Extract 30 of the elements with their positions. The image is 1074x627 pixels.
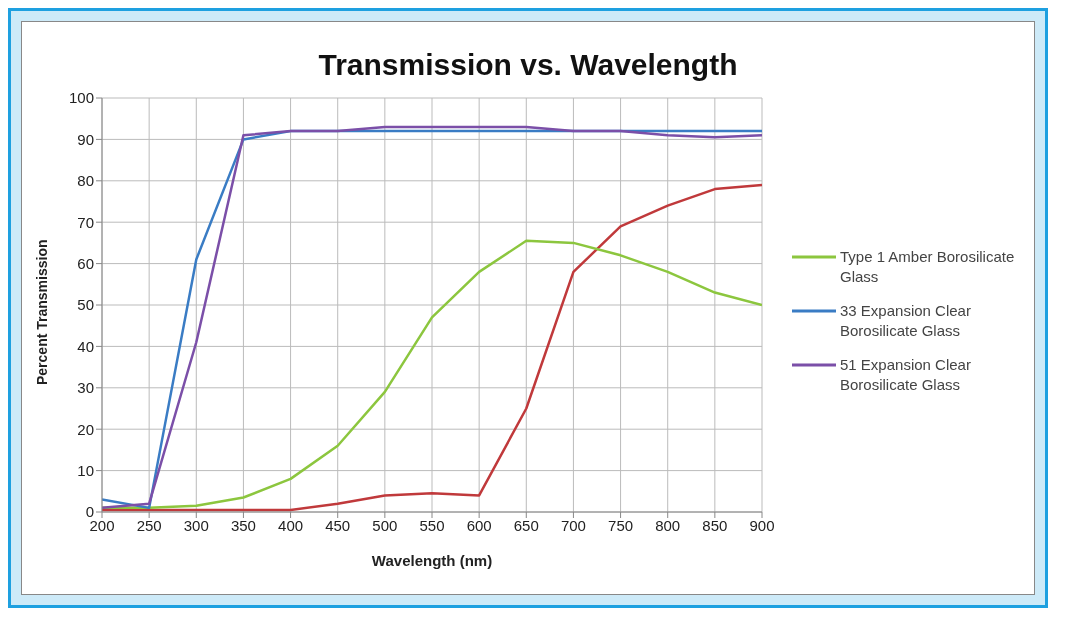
y-axis-title: Percent Transmission — [33, 239, 50, 385]
y-tick-label: 10 — [77, 461, 94, 479]
legend-label: 33 Expansion Clear Borosilicate Glass — [840, 301, 972, 341]
x-tick-label: 700 — [560, 516, 586, 534]
x-tick-label: 300 — [183, 516, 209, 534]
x-tick-label: 900 — [749, 516, 775, 534]
chart-title: Transmission vs. Wavelength — [317, 47, 739, 81]
x-tick-label: 400 — [278, 516, 304, 534]
y-tick-label: 20 — [77, 420, 94, 438]
y-tick-label: 60 — [77, 254, 94, 272]
y-tick-label: 100 — [68, 89, 94, 107]
y-tick-label: 30 — [77, 379, 94, 397]
y-tick-label: 90 — [77, 130, 94, 148]
x-tick-label: 250 — [136, 516, 162, 534]
x-tick-label: 800 — [655, 516, 681, 534]
y-tick-label: 80 — [77, 172, 94, 190]
legend-label: 51 Expansion Clear Borosilicate Glass — [840, 355, 972, 395]
x-tick-label: 450 — [325, 516, 351, 534]
x-tick-label: 500 — [372, 516, 398, 534]
x-axis-title: Wavelength (nm) — [371, 552, 493, 569]
x-tick-label: 550 — [419, 516, 445, 534]
x-tick-label: 650 — [513, 516, 539, 534]
y-tick-label: 70 — [77, 213, 94, 231]
legend-label: Type 1 Amber Borosilicate Glass — [840, 247, 1016, 287]
y-tick-label: 40 — [77, 337, 94, 355]
x-tick-label: 850 — [702, 516, 728, 534]
x-tick-label: 750 — [608, 516, 634, 534]
y-tick-label: 50 — [77, 296, 94, 314]
x-tick-label: 350 — [230, 516, 256, 534]
x-tick-label: 600 — [466, 516, 492, 534]
